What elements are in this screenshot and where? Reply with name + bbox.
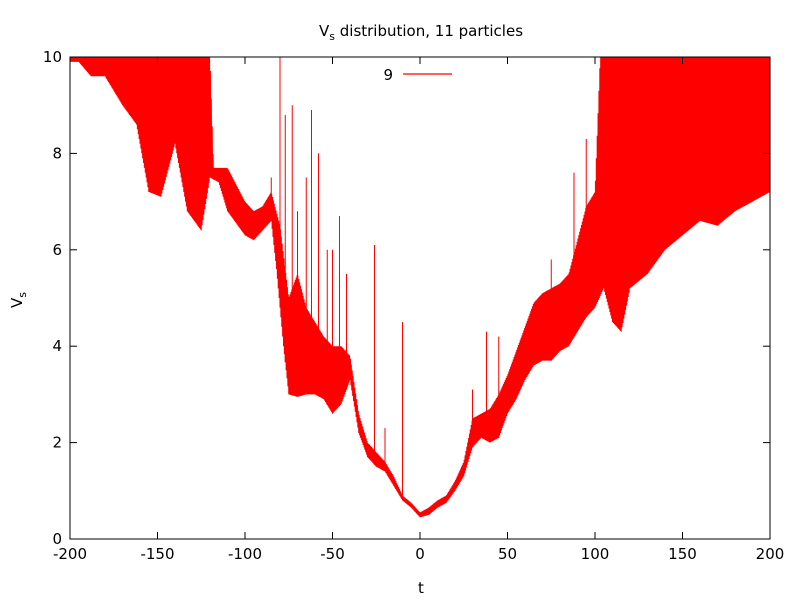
chart-title: Vs distribution, 11 particles	[319, 22, 523, 43]
x-tick-label: 0	[415, 545, 425, 563]
legend: 9	[383, 66, 452, 84]
y-tick-label: 6	[52, 241, 62, 259]
x-tick-label: -50	[320, 545, 345, 563]
x-tick-label: -150	[140, 545, 174, 563]
x-tick-label: 200	[756, 545, 785, 563]
series-line	[70, 57, 770, 518]
x-tick-label: -200	[53, 545, 87, 563]
x-tick-label: 150	[668, 545, 697, 563]
y-tick-label: 2	[52, 434, 62, 452]
x-tick-label: 100	[581, 545, 610, 563]
chart-title-rest: distribution, 11 particles	[335, 22, 523, 40]
ticks-layer	[69, 56, 771, 540]
y-tick-label: 0	[52, 530, 62, 548]
x-axis-label: t	[418, 579, 424, 597]
series-layer	[70, 57, 770, 518]
y-tick-label: 10	[43, 48, 62, 66]
chart-title-subscript: s	[329, 30, 335, 43]
y-axis-label-main: V	[8, 297, 26, 308]
x-tick-label: 50	[498, 545, 517, 563]
chart-title-main: V	[319, 22, 330, 40]
y-axis-label: Vs	[8, 292, 29, 308]
y-tick-labels: 0 2 4 6 8 10	[43, 48, 62, 548]
y-tick-label: 8	[52, 144, 62, 162]
legend-label: 9	[383, 66, 393, 84]
x-tick-labels: -200 -150 -100 -50 0 50 100 150 200	[53, 545, 784, 563]
x-tick-label: -100	[228, 545, 262, 563]
y-tick-label: 4	[52, 337, 62, 355]
y-axis-label-subscript: s	[16, 292, 29, 298]
